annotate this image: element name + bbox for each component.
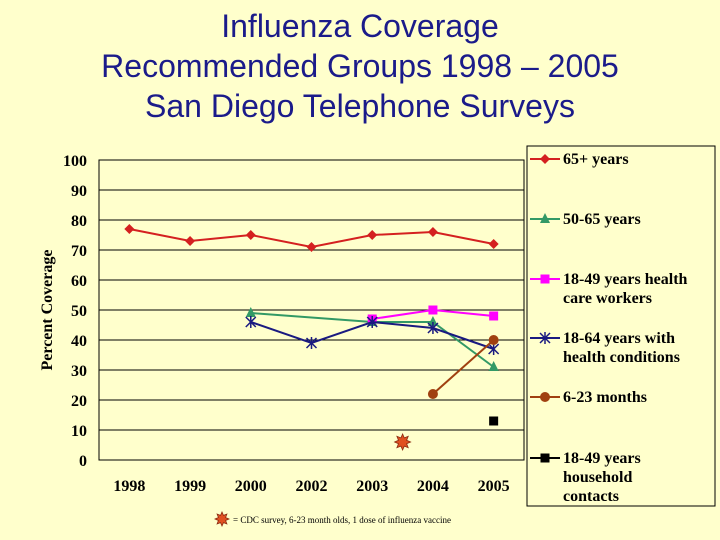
legend-entry: 50-65 years [530,211,641,228]
data-point [367,230,378,240]
series-18-64-years-with-health-conditions [245,316,500,355]
data-point [428,305,438,315]
title-line-3: San Diego Telephone Surveys [145,88,575,124]
x-tick-label: 2000 [235,478,267,495]
grid-lines [99,189,524,431]
legend-label: household [563,469,632,486]
series-6-23-months [427,335,499,399]
legend-label: health conditions [563,349,680,366]
footnote-marker [214,511,230,527]
data-point [366,316,378,328]
series-18-49-years-household-contacts [489,416,499,426]
y-tick-label: 90 [71,183,87,200]
legend [526,145,716,507]
data-point [489,311,499,321]
series-65-years [124,224,499,252]
legend-entry: 18-49 years health care workers [530,271,688,307]
y-tick-label: 60 [71,273,87,290]
x-tick-label: 1998 [113,478,145,495]
x-axis-ticks: 1998 1999 2000 2002 2003 2004 2005 [113,478,509,495]
data-point [427,316,438,326]
legend-label: care workers [563,290,652,307]
y-tick-label: 80 [71,213,87,230]
x-tick-label: 1999 [174,478,206,495]
legend-label: contacts [563,488,619,505]
title-line-2: Recommended Groups 1998 – 2005 [101,48,619,84]
legend-entry: 6-23 months [530,389,647,406]
chart-title: Influenza Coverage Recommended Groups 19… [0,6,720,126]
legend-label: 18-49 years [563,450,641,467]
data-point [488,361,499,371]
cdc-burst-icon [214,511,230,527]
legend-label: 18-49 years health [563,271,688,288]
y-tick-label: 20 [71,393,87,410]
data-point [427,227,438,237]
title-line-1: Influenza Coverage [221,8,499,44]
data-point [540,453,550,463]
y-tick-label: 70 [71,243,87,260]
data-point [540,213,550,223]
x-tick-label: 2003 [356,478,388,495]
cdc-survey-point [393,432,412,452]
legend-label: 65+ years [563,151,629,168]
x-tick-label: 2002 [296,478,328,495]
data-point [427,389,438,399]
data-point [540,274,550,284]
legend-entry: 18-49 years household contacts [530,450,641,505]
footnote-text: = CDC survey, 6-23 month olds, 1 dose of… [233,515,451,525]
data-point [488,239,499,249]
y-tick-label: 10 [71,423,87,440]
legend-label: 6-23 months [563,389,647,406]
x-tick-label: 2005 [478,478,510,495]
y-tick-label: 30 [71,363,87,380]
legend-entry: 18-64 years with health conditions [530,330,680,366]
data-point [539,332,551,344]
legend-label: 18-64 years with [563,330,675,347]
data-point [245,230,256,240]
legend-label: 50-65 years [563,211,641,228]
data-point [245,307,256,317]
series-line [432,339,495,395]
data-point [540,392,550,402]
data-point [489,416,499,426]
y-axis-label: Percent Coverage [39,250,56,371]
x-tick-label: 2004 [417,478,449,495]
data-point [540,154,550,164]
data-point [427,322,439,334]
y-tick-label: 0 [79,453,87,470]
data-point [124,224,135,234]
y-tick-label: 50 [71,303,87,320]
data-point [306,242,317,252]
y-tick-label: 40 [71,333,87,350]
series-group [124,224,500,452]
data-point [185,236,196,246]
legend-items: 65+ years 50-65 years 18-49 years health ca… [530,151,688,505]
data-point [488,335,499,345]
data-point [245,316,257,328]
data-point [305,337,318,349]
legend-entry: 65+ years [530,151,629,168]
series-line [250,312,495,368]
y-tick-label: 100 [63,153,87,170]
y-axis-ticks: 0 10 20 30 40 50 60 70 80 90 100 [63,153,87,470]
